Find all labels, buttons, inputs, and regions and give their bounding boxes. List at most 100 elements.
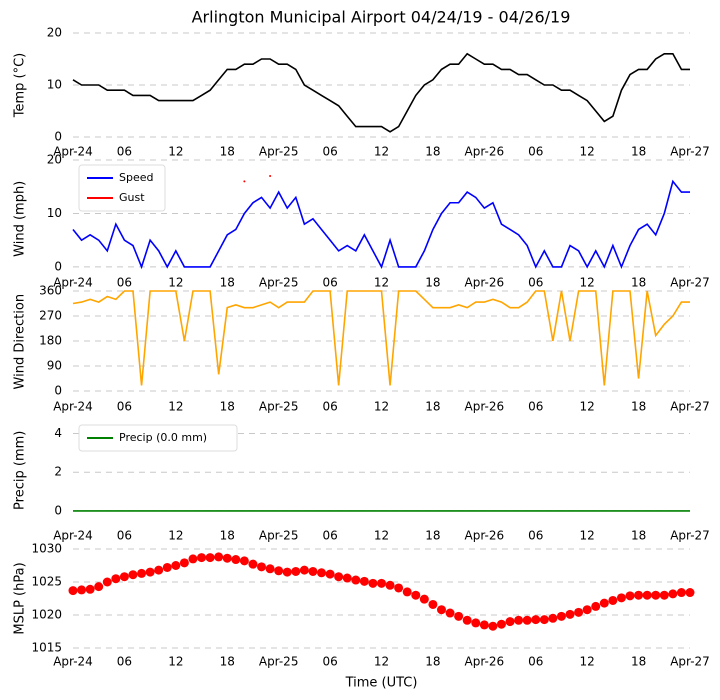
data-point [471,618,481,628]
data-point [231,555,241,565]
panel: 0 90 180 270 360 Apr-24 06 12 18 Apr-25 06 12 18 Apr-… [13,283,710,413]
data-point [342,573,352,583]
data-point [634,590,644,600]
x-tick-label: 06 [117,655,132,669]
x-tick-label: 12 [374,276,389,290]
x-tick-label: 12 [374,145,389,159]
y-tick-label: 1030 [31,542,62,556]
data-line [72,290,690,386]
x-tick-label: 12 [374,400,389,414]
data-point [479,620,489,630]
data-point [274,566,284,576]
x-tick-label: Apr-27 [670,655,710,669]
y-tick-label: 2 [54,465,62,479]
data-point [599,598,609,608]
y-tick-label: 1025 [31,575,62,589]
x-tick-label: 06 [528,655,543,669]
data-point [514,615,524,625]
x-tick-label: Apr-26 [465,529,505,543]
data-point [419,594,429,604]
data-point [269,175,272,178]
x-tick-label: 12 [580,276,595,290]
x-tick-label: Apr-27 [670,145,710,159]
data-point [522,615,532,625]
x-tick-label: 18 [425,529,440,543]
chart-title: Arlington Municipal Airport 04/24/19 - 0… [192,8,571,27]
y-tick-label: 180 [39,334,62,348]
data-point [154,565,164,575]
y-tick-label: 4 [54,426,62,440]
x-tick-label: 06 [528,529,543,543]
x-tick-label: Apr-27 [670,400,710,414]
x-tick-label: Apr-26 [465,145,505,159]
data-point [119,572,129,582]
data-point [111,574,121,584]
y-axis-label: Wind Direction [13,294,28,390]
x-tick-label: Apr-26 [465,276,505,290]
legend-box [78,164,166,212]
y-axis-label: MSLP (hPa) [13,562,28,634]
x-tick-label: 06 [322,529,337,543]
x-tick-label: 18 [220,529,235,543]
data-point [265,564,275,574]
panel: 0 10 20 Apr-24 06 12 18 Apr-25 06 12 18 Apr-26 06 12 1… [13,153,710,290]
data-point [308,566,318,576]
x-tick-label: 12 [374,529,389,543]
data-point [402,587,412,597]
x-tick-label: 12 [168,400,183,414]
x-axis-label: Time (UTC) [345,676,418,691]
x-tick-label: Apr-25 [259,145,299,159]
x-tick-label: Apr-26 [465,400,505,414]
data-point [102,577,112,587]
y-tick-label: 0 [54,384,62,398]
data-point [539,615,549,625]
x-tick-label: 12 [168,529,183,543]
y-tick-label: 0 [54,503,62,517]
x-tick-label: 12 [374,655,389,669]
legend-box [78,424,238,452]
x-tick-label: 06 [117,145,132,159]
data-line [72,179,690,270]
x-tick-label: 06 [117,276,132,290]
data-point [299,565,309,575]
panel: 1015 1020 1025 1030 Apr-24 06 12 18 Apr-25 06 12 18… [13,542,710,691]
data-point [248,559,258,569]
data-point [282,567,292,577]
data-point [243,180,246,183]
data-point [171,561,181,570]
x-tick-label: Apr-24 [53,276,93,290]
data-point [454,611,464,621]
data-point [351,575,361,585]
data-point [651,590,661,600]
y-tick-label: 1020 [31,608,62,622]
x-tick-label: Apr-27 [670,276,710,290]
data-point [162,562,172,572]
data-point [548,613,558,623]
data-point [179,558,189,568]
data-point [565,609,575,619]
x-tick-label: 18 [631,145,646,159]
y-tick-label: 10 [47,78,62,92]
data-point [317,568,327,578]
x-tick-label: 18 [631,400,646,414]
data-point [137,568,147,578]
x-tick-label: 06 [528,145,543,159]
data-point [222,553,232,563]
x-tick-label: 12 [580,655,595,669]
data-point [385,580,395,590]
x-tick-label: 06 [528,276,543,290]
data-point [659,590,669,600]
x-tick-label: 18 [631,529,646,543]
y-axis-label: Precip (mm) [13,431,28,510]
data-point [85,584,95,594]
y-tick-label: 20 [47,153,62,167]
data-point [556,611,566,621]
x-tick-label: Apr-26 [465,655,505,669]
y-tick-label: 20 [47,26,62,40]
x-tick-label: Apr-24 [53,655,93,669]
data-point [205,553,215,563]
x-tick-label: Apr-24 [53,529,93,543]
data-point [145,567,155,577]
data-point [128,570,138,580]
data-line [72,52,690,133]
